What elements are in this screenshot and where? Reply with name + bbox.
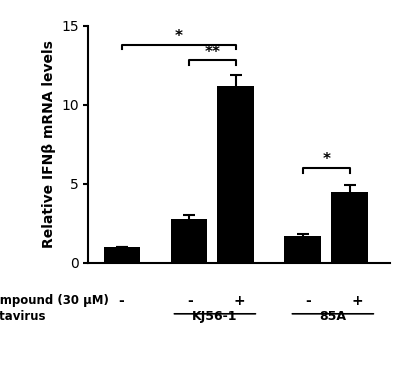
Bar (284, 236, 320, 263)
Bar (170, 219, 207, 263)
Text: *: * (174, 29, 182, 44)
Text: -: - (118, 293, 124, 308)
Text: **: ** (204, 45, 220, 59)
Y-axis label: Relative IFNβ mRNA levels: Relative IFNβ mRNA levels (41, 40, 55, 248)
Text: Compound (30 μM): Compound (30 μM) (0, 293, 109, 307)
Text: +: + (233, 293, 244, 308)
Bar (217, 86, 254, 263)
Text: +: + (350, 293, 362, 308)
Text: -: - (305, 293, 311, 308)
Bar (330, 192, 367, 263)
Text: KJ56-1: KJ56-1 (192, 310, 237, 323)
Text: *: * (322, 152, 330, 167)
Bar (103, 247, 140, 263)
Text: -: - (187, 293, 193, 308)
Text: 85A: 85A (318, 310, 346, 323)
Text: Rotavirus: Rotavirus (0, 310, 46, 323)
